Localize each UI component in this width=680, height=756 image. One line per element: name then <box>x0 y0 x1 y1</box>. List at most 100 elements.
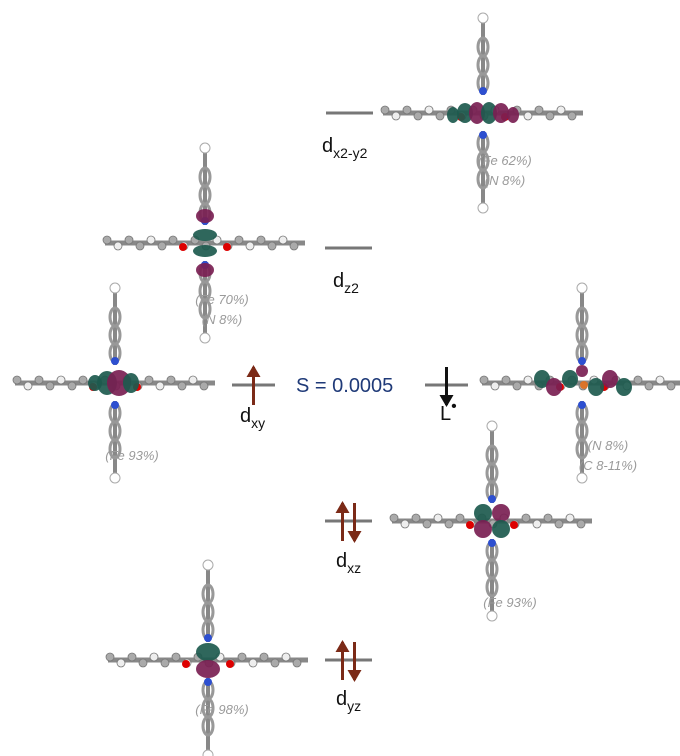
atom <box>524 112 532 120</box>
atom <box>235 236 243 244</box>
atom <box>128 653 136 661</box>
atom <box>555 520 563 528</box>
level-name: d <box>240 405 251 427</box>
spin-arrowhead <box>336 640 350 652</box>
composition: (N 8%) <box>485 173 525 188</box>
atom <box>513 382 521 390</box>
atom <box>106 653 114 661</box>
composition: (Fe 98%) <box>195 702 248 717</box>
h-atom <box>200 143 210 153</box>
orbital-lobe <box>193 229 217 241</box>
atom <box>114 242 122 250</box>
level-label: dxz <box>336 550 361 576</box>
orbital-lobe <box>447 107 459 123</box>
atom <box>557 106 565 114</box>
orbital-lobe <box>88 375 102 391</box>
atom <box>178 382 186 390</box>
atom <box>246 242 254 250</box>
atom <box>436 112 444 120</box>
atom <box>480 376 488 384</box>
level-label: L• <box>440 398 457 425</box>
atom <box>392 112 400 120</box>
atom <box>35 376 43 384</box>
h-atom <box>478 13 488 23</box>
atom <box>103 236 111 244</box>
atom <box>566 514 574 522</box>
n-atom <box>111 401 119 409</box>
atom <box>169 236 177 244</box>
composition: (N 8%) <box>202 312 242 327</box>
atom <box>524 376 532 384</box>
composition: (Fe 62%) <box>478 153 531 168</box>
level-subscript: yz <box>347 698 361 714</box>
atom <box>535 106 543 114</box>
orbital-lobe <box>474 520 492 538</box>
atom <box>279 236 287 244</box>
atom <box>161 659 169 667</box>
level-subscript: xy <box>251 415 265 431</box>
orbital-lobe <box>546 378 562 396</box>
o-atom <box>510 521 518 529</box>
orbital-lobe <box>196 209 214 223</box>
atom <box>425 106 433 114</box>
n-atom <box>578 357 586 365</box>
composition: (N 8%) <box>588 438 628 453</box>
orbital-lobe <box>580 381 588 389</box>
atom <box>491 382 499 390</box>
orbital-lobe <box>196 263 214 277</box>
o-atom <box>466 521 474 529</box>
n-atom <box>111 357 119 365</box>
h-atom <box>203 560 213 570</box>
atom <box>167 376 175 384</box>
atom <box>645 382 653 390</box>
molecule <box>480 283 680 483</box>
n-atom <box>204 678 212 686</box>
atom <box>434 514 442 522</box>
molecule <box>106 560 308 756</box>
atom <box>522 514 530 522</box>
h-atom <box>110 283 120 293</box>
atom <box>238 653 246 661</box>
orbital-lobe <box>507 107 519 123</box>
n-atom <box>479 131 487 139</box>
atom <box>150 653 158 661</box>
atom <box>544 514 552 522</box>
atom <box>189 376 197 384</box>
spin-arrowhead <box>348 531 362 543</box>
atom <box>401 520 409 528</box>
composition: (Fe 70%) <box>195 292 248 307</box>
h-atom <box>487 611 497 621</box>
atom <box>13 376 21 384</box>
molecule <box>381 13 583 213</box>
atom <box>46 382 54 390</box>
atom <box>271 659 279 667</box>
orbital-lobe <box>493 103 509 123</box>
level-name: d <box>322 135 333 157</box>
n-atom <box>488 539 496 547</box>
atom <box>158 242 166 250</box>
o-atom <box>182 660 190 668</box>
level-subscript: x2-y2 <box>333 145 367 161</box>
h-atom <box>110 473 120 483</box>
mo-diagram: S = 0.0005 dx2-y2(Fe 62%)(N 8%)dz2(Fe 70… <box>0 0 680 756</box>
level-label: dxy <box>240 405 265 431</box>
atom <box>577 520 585 528</box>
atom <box>423 520 431 528</box>
n-atom <box>479 87 487 95</box>
n-atom <box>578 401 586 409</box>
atom <box>257 236 265 244</box>
atom <box>290 242 298 250</box>
molecule <box>390 421 592 621</box>
h-atom <box>203 750 213 756</box>
h-atom <box>577 283 587 293</box>
h-atom <box>200 333 210 343</box>
orbital-lobe <box>474 504 492 522</box>
orbital-lobe <box>616 378 632 396</box>
atom <box>57 376 65 384</box>
atom <box>156 382 164 390</box>
atom <box>282 653 290 661</box>
level-label: dyz <box>336 688 361 714</box>
orbital-lobe <box>492 520 510 538</box>
level-superscript: • <box>451 398 457 415</box>
n-atom <box>488 495 496 503</box>
